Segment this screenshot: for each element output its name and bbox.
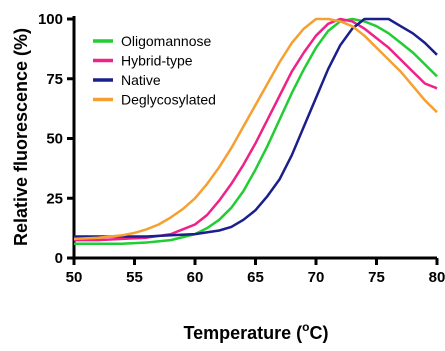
ticks: 0 25 50 75 100 50 55 60 65 70 75 80: [38, 11, 445, 286]
x-tick-label: 70: [308, 269, 325, 286]
y-tick-label: 25: [46, 190, 63, 207]
y-tick-label: 75: [46, 71, 63, 88]
y-tick-label: 50: [46, 131, 63, 148]
series-line-native: [74, 17, 438, 238]
y-tick-label: 100: [38, 11, 63, 28]
x-tick-label: 60: [187, 269, 204, 286]
x-axis-title-main: Temperature (: [183, 323, 302, 343]
legend: Oligomannose Hybrid-type Native Deglycosyla…: [93, 33, 216, 108]
series-line-deglycosylated: [73, 17, 438, 241]
series-line-oligomannose: [74, 17, 438, 245]
y-tick-label: 0: [55, 250, 63, 267]
legend-label: Deglycosylated: [121, 92, 216, 108]
x-axis-title: Temperature (oC): [183, 320, 328, 343]
y-axis-title: Relative fluorescence (%): [11, 28, 31, 246]
x-axis-title-unit: C): [310, 323, 329, 343]
x-tick-label: 55: [126, 269, 143, 286]
series-line-hybrid-type: [74, 17, 438, 242]
x-tick-label: 65: [247, 269, 264, 286]
legend-label: Native: [121, 72, 161, 88]
legend-label: Oligomannose: [121, 33, 211, 49]
x-tick-label: 80: [429, 269, 445, 286]
x-tick-label: 75: [368, 269, 385, 286]
x-axis-title-superscript: o: [302, 320, 309, 334]
x-tick-label: 50: [66, 269, 83, 286]
series-lines: [73, 17, 438, 245]
legend-label: Hybrid-type: [121, 53, 193, 69]
